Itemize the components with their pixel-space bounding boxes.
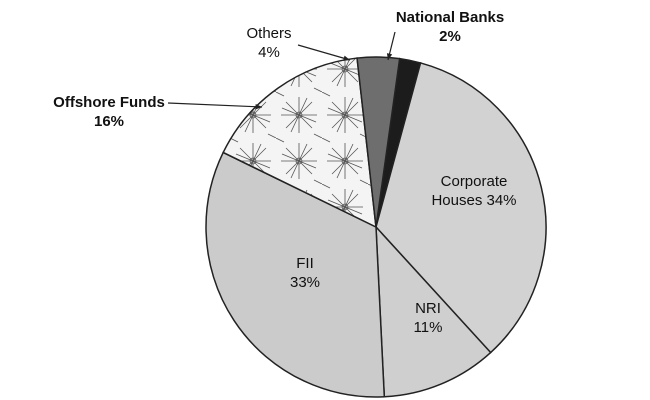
leader-lines: [167, 31, 396, 110]
slice-label-fii-line1: FII: [296, 255, 314, 272]
pie-slice-nri: [375, 224, 492, 398]
leader-line-offshore-funds: [167, 102, 263, 108]
slice-label-nri-line1: NRI: [415, 300, 441, 317]
slice-label-fii-line2: 33%: [290, 274, 320, 291]
pie-slice-corporate-houses: [375, 62, 547, 354]
slice-label-others-line1: Others: [246, 25, 291, 42]
slice-label-offshore-funds-line2: 16%: [94, 113, 124, 130]
leader-line-others: [297, 44, 351, 61]
slice-label-corporate-houses-line1: Corporate: [441, 173, 508, 190]
slice-label-national-banks-line2: 2%: [439, 28, 461, 45]
pie-slice-fii: [205, 151, 386, 398]
slice-label-nri-line2: 11%: [414, 319, 443, 336]
slice-label-others-line2: 4%: [258, 44, 280, 61]
pie-slices: [205, 56, 547, 398]
leader-arrow-offshore-funds: [255, 104, 262, 110]
pie-slice-others: [356, 56, 401, 228]
slice-label-offshore-funds-line1: Offshore Funds: [53, 94, 165, 111]
slice-label-national-banks-line1: National Banks: [396, 9, 504, 26]
slice-label-corporate-houses-line2: Houses 34%: [431, 192, 516, 209]
leader-arrow-others: [343, 55, 350, 61]
slice-labels: National Banks 2% Corporate Houses 34% NRI 11…: [53, 9, 516, 336]
leader-arrow-national-banks: [386, 53, 393, 60]
pie-slice-offshore-funds: [222, 57, 377, 229]
